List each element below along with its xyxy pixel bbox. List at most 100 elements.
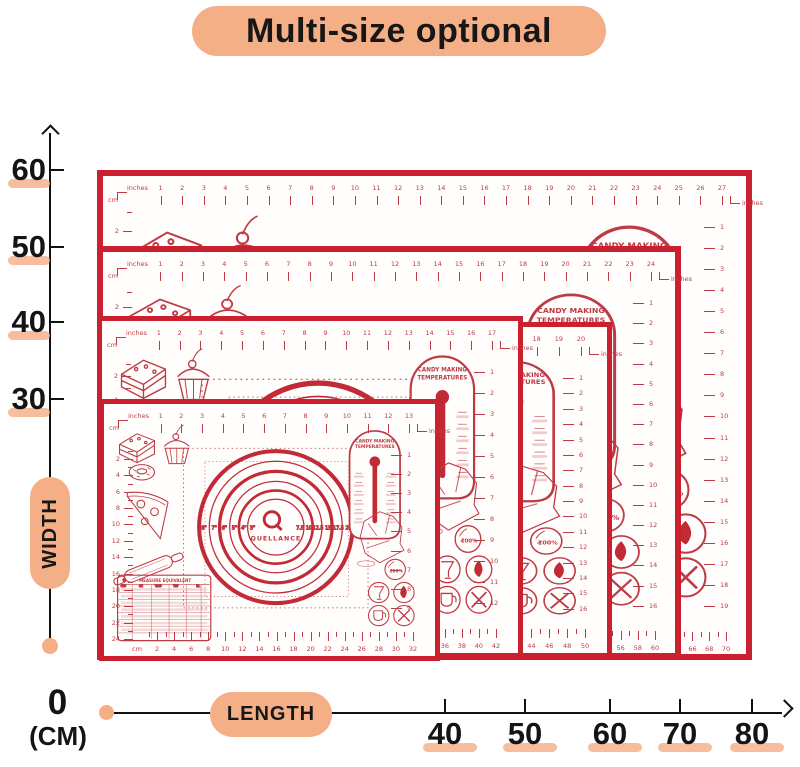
svg-text:MEASURE EQUIVALENT: MEASURE EQUIVALENT xyxy=(139,578,191,583)
width-tick-50 xyxy=(51,246,64,248)
svg-text:15: 15 xyxy=(325,526,331,532)
label-highlight xyxy=(423,743,477,752)
length-tick-60 xyxy=(609,699,611,712)
mat-40x30cm: MEASURE EQUIVALENT CUP OZ TBSP TSP ML 8" 7" 6"… xyxy=(99,399,451,661)
measure-chart: MEASURE EQUIVALENT CUP OZ TBSP TSP ML xyxy=(117,574,212,642)
svg-text:20: 20 xyxy=(346,526,352,532)
top-ruler-inches-label: inches xyxy=(128,412,150,420)
pastry-bag-illustration xyxy=(357,511,405,567)
origin-zero: 0 xyxy=(47,683,68,722)
width-tick-label-50: 50 xyxy=(2,229,50,265)
svg-text:CANDY MAKING: CANDY MAKING xyxy=(355,438,394,444)
length-tick-label-70: 70 xyxy=(652,716,712,752)
svg-text:7": 7" xyxy=(212,526,217,532)
length-tick-label-60: 60 xyxy=(582,716,642,752)
origin-unit: (CM) xyxy=(29,721,87,751)
width-tick-label-60: 60 xyxy=(2,152,50,188)
svg-text:TEMPERATURES: TEMPERATURES xyxy=(537,316,606,325)
svg-text:8": 8" xyxy=(201,526,206,532)
svg-text:17.5: 17.5 xyxy=(333,526,344,532)
top-ruler-inches-end-label: inches xyxy=(512,344,534,352)
donut-illustration xyxy=(128,464,156,481)
length-tick-label-40: 40 xyxy=(417,716,477,752)
cake-illustration xyxy=(120,359,167,400)
label-highlight xyxy=(8,256,50,265)
bottom-ruler-cm-label: cm xyxy=(132,645,142,653)
svg-text:100%: 100% xyxy=(390,568,404,574)
cupcake-illustration xyxy=(163,424,190,465)
top-ruler-inches-end-label: inches xyxy=(601,350,623,358)
svg-text:12.5: 12.5 xyxy=(313,526,324,532)
length-axis-pill: LENGTH xyxy=(210,692,332,737)
length-tick-label-80: 80 xyxy=(724,716,784,752)
svg-text:100%: 100% xyxy=(461,539,478,545)
candy-thermometer: CANDY MAKING TEMPERATURES xyxy=(348,430,401,540)
icon-no-knife xyxy=(465,585,493,614)
width-axis-pill: WIDTH xyxy=(30,477,70,589)
svg-text:3": 3" xyxy=(250,526,255,532)
top-ruler-cm-label: cm xyxy=(109,424,119,432)
top-ruler-inches-end-label: inches xyxy=(429,427,451,435)
width-axis-label: WIDTH xyxy=(38,497,61,569)
label-highlight xyxy=(8,408,50,417)
width-tick-30 xyxy=(51,398,64,400)
label-highlight xyxy=(658,743,712,752)
top-ruler-cm-label: cm xyxy=(108,272,118,280)
icon-no-knife xyxy=(543,586,576,615)
width-tick-60 xyxy=(51,169,64,171)
width-tick-label-40: 40 xyxy=(2,304,50,340)
title-text: Multi-size optional xyxy=(245,11,553,50)
svg-text:CANDY MAKING: CANDY MAKING xyxy=(418,368,467,374)
brand-logo: QUELLANCE xyxy=(251,510,302,543)
width-axis-end-dot xyxy=(42,638,58,654)
svg-text:4": 4" xyxy=(241,526,246,532)
label-highlight xyxy=(503,743,557,752)
top-ruler-cm-label: cm xyxy=(108,196,118,204)
icon-cup xyxy=(367,604,390,627)
top-ruler-inches-end-label: inches xyxy=(742,199,764,207)
width-tick-40 xyxy=(51,321,64,323)
svg-text:100%: 100% xyxy=(538,540,558,546)
svg-text:QUELLANCE: QUELLANCE xyxy=(251,536,302,543)
cake-illustration xyxy=(118,433,156,464)
length-axis-start-dot xyxy=(99,705,114,720)
label-highlight xyxy=(8,331,50,340)
top-ruler-inches-label: inches xyxy=(127,260,149,268)
icon-100-percent: 100% xyxy=(529,527,563,555)
svg-text:TSP: TSP xyxy=(172,584,178,588)
top-ruler-inches-end-label: inches xyxy=(671,275,693,283)
top-ruler-inches-label: inches xyxy=(126,329,148,337)
icon-wine-glass xyxy=(367,581,390,604)
length-axis-line xyxy=(110,712,782,714)
svg-text:TEMPERATURES: TEMPERATURES xyxy=(355,444,395,450)
width-axis-line xyxy=(49,133,51,639)
svg-text:CANDY MAKING: CANDY MAKING xyxy=(537,307,604,316)
length-tick-40 xyxy=(444,699,446,712)
mat-print-artwork: MEASURE EQUIVALENT CUP OZ TBSP TSP ML 8" 7" 6"… xyxy=(113,424,415,642)
svg-text:10: 10 xyxy=(306,526,312,532)
svg-text:6": 6" xyxy=(222,526,227,532)
length-axis-label: LENGTH xyxy=(226,703,316,725)
icon-100-percent: 100% xyxy=(454,524,482,553)
length-tick-80 xyxy=(751,699,753,712)
svg-text:CUP: CUP xyxy=(121,584,127,588)
svg-text:OZ: OZ xyxy=(139,584,143,588)
label-highlight xyxy=(730,743,784,752)
svg-text:7.5: 7.5 xyxy=(296,526,304,532)
length-tick-50 xyxy=(524,699,526,712)
length-tick-label-50: 50 xyxy=(497,716,557,752)
width-tick-label-30: 30 xyxy=(2,381,50,417)
title-badge: Multi-size optional xyxy=(192,6,606,56)
svg-text:5": 5" xyxy=(232,526,237,532)
svg-text:TEMPERATURES: TEMPERATURES xyxy=(417,375,467,381)
mat-rulers: inches cm 1 2 3 4 5 6 7 8 9 10 11 12 13 inches 2 4 6 8 10 12 1… xyxy=(109,412,451,653)
label-highlight xyxy=(8,179,50,188)
svg-text:ML: ML xyxy=(196,584,200,588)
icon-no-knife xyxy=(393,604,415,627)
length-tick-70 xyxy=(679,699,681,712)
icon-flame xyxy=(543,557,576,585)
top-ruler-inches-label: inches xyxy=(127,184,149,192)
svg-text:TBSP: TBSP xyxy=(154,584,162,588)
